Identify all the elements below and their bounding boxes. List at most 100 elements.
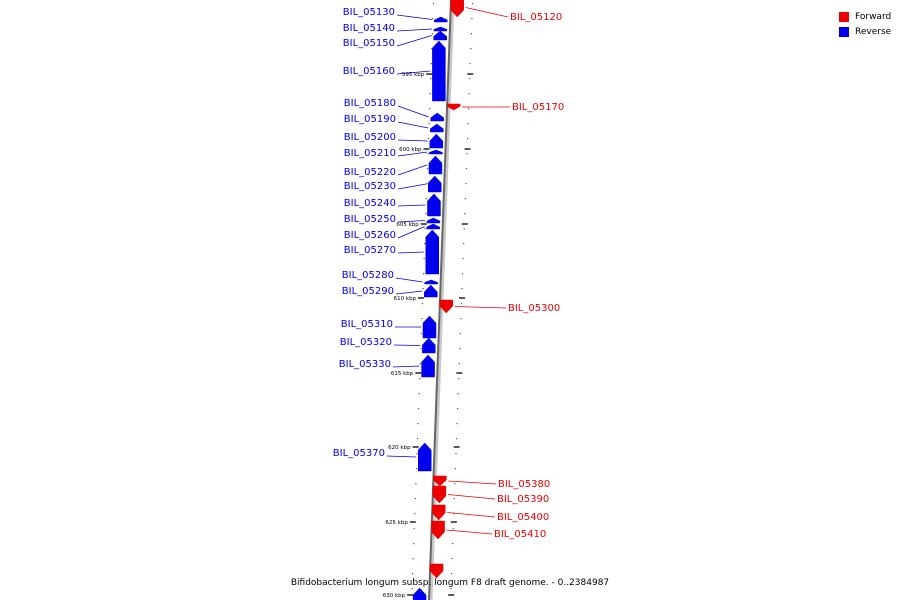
gene-label-reverse[interactable]: BIL_05330 bbox=[339, 359, 391, 370]
gene-arrow-reverse[interactable] bbox=[433, 26, 448, 32]
minor-tick bbox=[464, 198, 466, 200]
gene-label-reverse[interactable]: BIL_05310 bbox=[341, 319, 393, 330]
gene-label-reverse[interactable]: BIL_05230 bbox=[344, 181, 396, 192]
minor-tick bbox=[413, 528, 415, 530]
gene-label-reverse[interactable]: BIL_05370 bbox=[333, 448, 385, 459]
gene-arrow-reverse[interactable] bbox=[421, 354, 435, 378]
gene-leader-line bbox=[397, 204, 426, 207]
gene-leader-line bbox=[397, 105, 429, 118]
gene-label-reverse[interactable]: BIL_05160 bbox=[343, 66, 395, 77]
gene-arrow-reverse[interactable] bbox=[425, 229, 440, 275]
minor-tick bbox=[452, 528, 454, 530]
gene-arrow-forward[interactable] bbox=[450, 0, 464, 18]
gene-arrow-forward[interactable] bbox=[432, 485, 447, 504]
minor-tick bbox=[458, 378, 460, 380]
gene-arrow-forward[interactable] bbox=[429, 563, 444, 579]
gene-label-reverse[interactable]: BIL_05220 bbox=[344, 167, 396, 178]
gene-label-reverse[interactable]: BIL_05180 bbox=[344, 98, 396, 109]
gene-label-forward[interactable]: BIL_05380 bbox=[498, 479, 550, 490]
gene-arrow-reverse[interactable] bbox=[426, 223, 440, 230]
gene-arrow-reverse[interactable] bbox=[429, 149, 443, 155]
gene-label-forward[interactable]: BIL_05410 bbox=[494, 529, 546, 540]
gene-arrow-reverse[interactable] bbox=[424, 284, 438, 298]
minor-tick bbox=[471, 18, 473, 20]
minor-tick bbox=[455, 438, 458, 440]
gene-arrow-forward[interactable] bbox=[439, 299, 454, 314]
minor-tick bbox=[424, 243, 426, 245]
minor-tick bbox=[465, 168, 468, 170]
gene-label-reverse[interactable]: BIL_05210 bbox=[344, 148, 396, 159]
gene-leader-line bbox=[465, 7, 509, 18]
minor-tick bbox=[432, 3, 435, 5]
minor-tick bbox=[428, 123, 430, 125]
gene-arrow-reverse[interactable] bbox=[428, 155, 443, 175]
gene-arrow-reverse[interactable] bbox=[429, 133, 444, 149]
gene-label-reverse[interactable]: BIL_05280 bbox=[342, 270, 394, 281]
minor-tick bbox=[466, 153, 468, 155]
gene-arrow-reverse[interactable] bbox=[424, 279, 438, 285]
gene-label-reverse[interactable]: BIL_05320 bbox=[340, 337, 392, 348]
gene-label-forward[interactable]: BIL_05400 bbox=[497, 512, 549, 523]
gene-label-forward[interactable]: BIL_05170 bbox=[512, 102, 564, 113]
minor-tick bbox=[453, 498, 455, 500]
minor-tick bbox=[416, 438, 419, 440]
minor-tick bbox=[418, 408, 420, 410]
gene-label-reverse[interactable]: BIL_05240 bbox=[344, 198, 396, 209]
gene-arrow-reverse[interactable] bbox=[434, 16, 448, 23]
minor-tick bbox=[469, 63, 471, 65]
gene-arrow-reverse[interactable] bbox=[422, 337, 436, 354]
gene-arrow-forward[interactable] bbox=[431, 520, 445, 540]
gene-label-reverse[interactable]: BIL_05270 bbox=[344, 245, 396, 256]
gene-arrow-reverse[interactable] bbox=[422, 315, 437, 339]
minor-tick bbox=[427, 138, 430, 140]
minor-tick bbox=[414, 513, 416, 515]
minor-tick bbox=[451, 558, 453, 560]
gene-leader-line bbox=[396, 70, 431, 75]
gene-arrow-reverse[interactable] bbox=[432, 40, 446, 102]
gene-label-reverse[interactable]: BIL_05290 bbox=[342, 286, 394, 297]
minor-tick bbox=[419, 378, 421, 380]
gene-label-reverse[interactable]: BIL_05140 bbox=[343, 23, 395, 34]
gene-arrow-reverse[interactable] bbox=[433, 30, 447, 41]
minor-tick bbox=[455, 453, 457, 455]
gene-label-forward[interactable]: BIL_05120 bbox=[510, 12, 562, 23]
gene-arrow-reverse[interactable] bbox=[426, 217, 441, 224]
minor-tick bbox=[468, 93, 470, 95]
gene-leader-line bbox=[397, 183, 427, 190]
minor-tick bbox=[454, 483, 456, 485]
gene-arrow-forward[interactable] bbox=[446, 103, 461, 111]
minor-tick bbox=[431, 48, 433, 50]
gene-label-reverse[interactable]: BIL_05150 bbox=[343, 38, 395, 49]
minor-tick bbox=[459, 348, 461, 350]
gene-leader-line bbox=[386, 455, 417, 458]
minor-tick bbox=[413, 543, 415, 545]
reverse-swatch bbox=[839, 26, 849, 37]
gene-leader-line bbox=[397, 121, 429, 129]
gene-arrow-forward[interactable] bbox=[433, 475, 447, 487]
minor-tick bbox=[468, 108, 470, 110]
minor-tick bbox=[450, 573, 453, 575]
minor-tick bbox=[429, 108, 431, 110]
gene-arrow-reverse[interactable] bbox=[417, 442, 432, 472]
minor-tick bbox=[425, 213, 427, 215]
gene-leader-line bbox=[397, 226, 425, 239]
gene-arrow-reverse[interactable] bbox=[430, 123, 444, 133]
minor-tick bbox=[429, 93, 431, 95]
minor-tick bbox=[418, 393, 420, 395]
gene-arrow-reverse[interactable] bbox=[430, 112, 444, 122]
gene-arrow-reverse[interactable] bbox=[412, 587, 427, 600]
gene-label-forward[interactable]: BIL_05300 bbox=[508, 303, 560, 314]
gene-arrow-forward[interactable] bbox=[431, 504, 446, 521]
gene-arrow-reverse[interactable] bbox=[427, 193, 441, 217]
gene-label-reverse[interactable]: BIL_05130 bbox=[343, 7, 395, 18]
gene-label-reverse[interactable]: BIL_05260 bbox=[344, 230, 396, 241]
gene-label-forward[interactable]: BIL_05390 bbox=[497, 494, 549, 505]
minor-tick bbox=[454, 468, 457, 470]
gene-label-reverse[interactable]: BIL_05190 bbox=[344, 114, 396, 125]
gene-arrow-reverse[interactable] bbox=[427, 175, 442, 193]
gene-leader-line bbox=[447, 512, 496, 518]
minor-tick bbox=[471, 3, 474, 5]
gene-label-reverse[interactable]: BIL_05250 bbox=[344, 214, 396, 225]
gene-label-reverse[interactable]: BIL_05200 bbox=[344, 132, 396, 143]
gene-leader-line bbox=[397, 251, 424, 254]
